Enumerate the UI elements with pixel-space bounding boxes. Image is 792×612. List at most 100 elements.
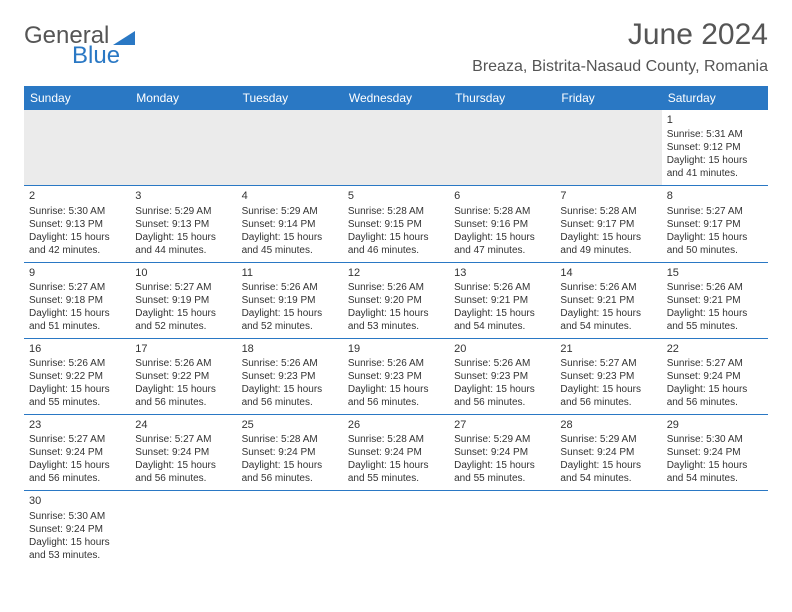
day-sunrise: Sunrise: 5:27 AM bbox=[667, 205, 763, 218]
calendar-row: 16Sunrise: 5:26 AMSunset: 9:22 PMDayligh… bbox=[24, 339, 768, 415]
day-number: 13 bbox=[454, 266, 550, 280]
day-d2: and 56 minutes. bbox=[242, 396, 338, 409]
calendar-cell: 22Sunrise: 5:27 AMSunset: 9:24 PMDayligh… bbox=[662, 339, 768, 414]
day-d1: Daylight: 15 hours bbox=[560, 231, 656, 244]
day-number: 29 bbox=[667, 418, 763, 432]
day-d1: Daylight: 15 hours bbox=[135, 307, 231, 320]
day-d1: Daylight: 15 hours bbox=[29, 536, 125, 549]
day-sunrise: Sunrise: 5:28 AM bbox=[454, 205, 550, 218]
day-d1: Daylight: 15 hours bbox=[135, 383, 231, 396]
day-d2: and 55 minutes. bbox=[348, 472, 444, 485]
day-number: 1 bbox=[667, 113, 763, 127]
day-number: 18 bbox=[242, 342, 338, 356]
title-block: June 2024 Breaza, Bistrita-Nasaud County… bbox=[472, 18, 768, 76]
day-sunset: Sunset: 9:24 PM bbox=[348, 446, 444, 459]
day-d1: Daylight: 15 hours bbox=[667, 459, 763, 472]
day-sunrise: Sunrise: 5:30 AM bbox=[29, 510, 125, 523]
calendar-cell: 29Sunrise: 5:30 AMSunset: 9:24 PMDayligh… bbox=[662, 415, 768, 490]
calendar-row: 1Sunrise: 5:31 AMSunset: 9:12 PMDaylight… bbox=[24, 110, 768, 186]
day-d2: and 51 minutes. bbox=[29, 320, 125, 333]
day-d2: and 56 minutes. bbox=[242, 472, 338, 485]
calendar-cell: 5Sunrise: 5:28 AMSunset: 9:15 PMDaylight… bbox=[343, 186, 449, 261]
day-d1: Daylight: 15 hours bbox=[348, 307, 444, 320]
day-sunset: Sunset: 9:13 PM bbox=[29, 218, 125, 231]
location: Breaza, Bistrita-Nasaud County, Romania bbox=[472, 58, 768, 76]
calendar-cell: 26Sunrise: 5:28 AMSunset: 9:24 PMDayligh… bbox=[343, 415, 449, 490]
day-d2: and 50 minutes. bbox=[667, 244, 763, 257]
day-number: 27 bbox=[454, 418, 550, 432]
day-sunset: Sunset: 9:20 PM bbox=[348, 294, 444, 307]
calendar-cell: 11Sunrise: 5:26 AMSunset: 9:19 PMDayligh… bbox=[237, 263, 343, 338]
day-sunrise: Sunrise: 5:27 AM bbox=[29, 281, 125, 294]
day-number: 17 bbox=[135, 342, 231, 356]
day-sunrise: Sunrise: 5:27 AM bbox=[135, 433, 231, 446]
calendar-cell: 2Sunrise: 5:30 AMSunset: 9:13 PMDaylight… bbox=[24, 186, 130, 261]
calendar-cell: 10Sunrise: 5:27 AMSunset: 9:19 PMDayligh… bbox=[130, 263, 236, 338]
day-number: 22 bbox=[667, 342, 763, 356]
day-d2: and 56 minutes. bbox=[454, 396, 550, 409]
day-d1: Daylight: 15 hours bbox=[454, 231, 550, 244]
day-sunset: Sunset: 9:12 PM bbox=[667, 141, 763, 154]
day-sunset: Sunset: 9:24 PM bbox=[454, 446, 550, 459]
day-sunrise: Sunrise: 5:29 AM bbox=[560, 433, 656, 446]
day-d2: and 56 minutes. bbox=[29, 472, 125, 485]
day-d1: Daylight: 15 hours bbox=[667, 231, 763, 244]
calendar: Sunday Monday Tuesday Wednesday Thursday… bbox=[24, 86, 768, 567]
calendar-cell: 9Sunrise: 5:27 AMSunset: 9:18 PMDaylight… bbox=[24, 263, 130, 338]
day-d1: Daylight: 15 hours bbox=[560, 459, 656, 472]
day-d1: Daylight: 15 hours bbox=[667, 383, 763, 396]
calendar-body: 1Sunrise: 5:31 AMSunset: 9:12 PMDaylight… bbox=[24, 110, 768, 567]
day-number: 19 bbox=[348, 342, 444, 356]
day-sunrise: Sunrise: 5:27 AM bbox=[29, 433, 125, 446]
day-d2: and 53 minutes. bbox=[29, 549, 125, 562]
day-d2: and 55 minutes. bbox=[667, 320, 763, 333]
day-sunset: Sunset: 9:24 PM bbox=[667, 446, 763, 459]
day-sunrise: Sunrise: 5:26 AM bbox=[348, 357, 444, 370]
weekday-monday: Monday bbox=[130, 86, 236, 110]
day-sunset: Sunset: 9:22 PM bbox=[29, 370, 125, 383]
day-sunrise: Sunrise: 5:31 AM bbox=[667, 128, 763, 141]
day-sunset: Sunset: 9:21 PM bbox=[454, 294, 550, 307]
calendar-cell bbox=[24, 110, 130, 185]
calendar-cell: 20Sunrise: 5:26 AMSunset: 9:23 PMDayligh… bbox=[449, 339, 555, 414]
day-sunrise: Sunrise: 5:28 AM bbox=[560, 205, 656, 218]
day-d2: and 54 minutes. bbox=[560, 320, 656, 333]
day-d1: Daylight: 15 hours bbox=[29, 231, 125, 244]
day-number: 28 bbox=[560, 418, 656, 432]
day-d2: and 56 minutes. bbox=[560, 396, 656, 409]
calendar-cell: 13Sunrise: 5:26 AMSunset: 9:21 PMDayligh… bbox=[449, 263, 555, 338]
day-sunset: Sunset: 9:22 PM bbox=[135, 370, 231, 383]
calendar-cell: 21Sunrise: 5:27 AMSunset: 9:23 PMDayligh… bbox=[555, 339, 661, 414]
calendar-cell: 7Sunrise: 5:28 AMSunset: 9:17 PMDaylight… bbox=[555, 186, 661, 261]
calendar-cell: 27Sunrise: 5:29 AMSunset: 9:24 PMDayligh… bbox=[449, 415, 555, 490]
day-d1: Daylight: 15 hours bbox=[29, 383, 125, 396]
day-d1: Daylight: 15 hours bbox=[242, 459, 338, 472]
day-d1: Daylight: 15 hours bbox=[29, 459, 125, 472]
day-d1: Daylight: 15 hours bbox=[667, 154, 763, 167]
calendar-cell: 23Sunrise: 5:27 AMSunset: 9:24 PMDayligh… bbox=[24, 415, 130, 490]
day-number: 9 bbox=[29, 266, 125, 280]
day-sunset: Sunset: 9:23 PM bbox=[348, 370, 444, 383]
day-sunset: Sunset: 9:23 PM bbox=[454, 370, 550, 383]
day-d2: and 41 minutes. bbox=[667, 167, 763, 180]
day-sunset: Sunset: 9:14 PM bbox=[242, 218, 338, 231]
calendar-cell: 17Sunrise: 5:26 AMSunset: 9:22 PMDayligh… bbox=[130, 339, 236, 414]
day-sunset: Sunset: 9:24 PM bbox=[667, 370, 763, 383]
day-number: 20 bbox=[454, 342, 550, 356]
day-d2: and 55 minutes. bbox=[454, 472, 550, 485]
header: General Blue June 2024 Breaza, Bistrita-… bbox=[24, 18, 768, 76]
day-d2: and 56 minutes. bbox=[135, 472, 231, 485]
day-sunrise: Sunrise: 5:26 AM bbox=[29, 357, 125, 370]
day-number: 10 bbox=[135, 266, 231, 280]
calendar-cell: 15Sunrise: 5:26 AMSunset: 9:21 PMDayligh… bbox=[662, 263, 768, 338]
calendar-cell: 19Sunrise: 5:26 AMSunset: 9:23 PMDayligh… bbox=[343, 339, 449, 414]
day-d1: Daylight: 15 hours bbox=[348, 383, 444, 396]
calendar-cell bbox=[449, 491, 555, 566]
day-d1: Daylight: 15 hours bbox=[348, 459, 444, 472]
calendar-cell: 8Sunrise: 5:27 AMSunset: 9:17 PMDaylight… bbox=[662, 186, 768, 261]
day-sunrise: Sunrise: 5:30 AM bbox=[29, 205, 125, 218]
day-d2: and 49 minutes. bbox=[560, 244, 656, 257]
day-number: 7 bbox=[560, 189, 656, 203]
day-sunset: Sunset: 9:16 PM bbox=[454, 218, 550, 231]
day-sunset: Sunset: 9:24 PM bbox=[560, 446, 656, 459]
